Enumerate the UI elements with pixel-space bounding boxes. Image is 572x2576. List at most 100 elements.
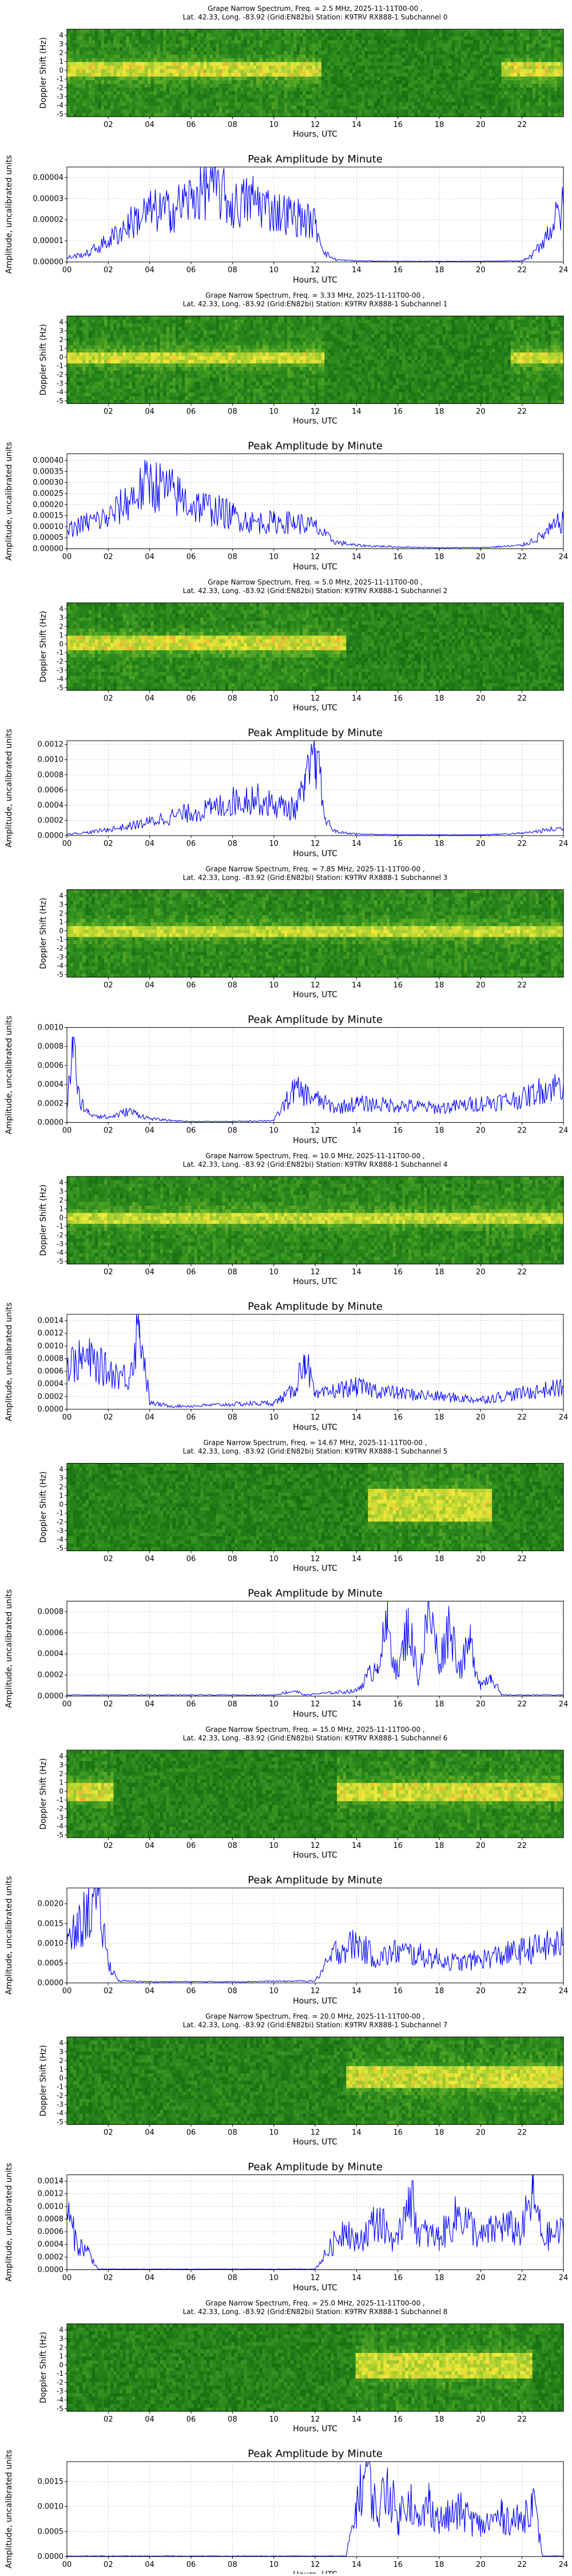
spectrum-cell <box>169 320 173 324</box>
spectrum-cell <box>92 378 95 382</box>
spectrum-cell <box>163 58 166 62</box>
spectrum-cell <box>461 29 464 33</box>
spectrum-cell <box>126 47 129 51</box>
spectrum-cell <box>390 37 393 41</box>
spectrum-cell <box>399 95 402 99</box>
spectrum-cell <box>241 40 244 44</box>
spectrum-cell <box>383 88 387 92</box>
spectrum-cell <box>253 88 257 92</box>
spectrum-cell <box>110 316 114 320</box>
spectrum-cell <box>380 55 384 59</box>
spectrum-cell <box>150 77 154 81</box>
spectrum-cell <box>275 91 278 95</box>
spectrum-cell <box>439 73 443 77</box>
spectrum-cell <box>120 58 123 62</box>
spectrum-cell <box>281 37 284 41</box>
spectrum-cell <box>474 80 477 84</box>
spectrum-cell <box>495 95 499 99</box>
spectrum-cell <box>315 80 319 84</box>
spectrum-cell <box>163 55 166 59</box>
spectrum-cell <box>554 91 558 95</box>
spectrum-cell <box>191 84 194 88</box>
spectrum-cell <box>182 55 185 59</box>
spectrum-cell <box>368 77 371 81</box>
spectrum-cell <box>483 91 486 95</box>
spectrum-cell <box>346 88 349 92</box>
spectrum-cell <box>318 98 321 102</box>
spectrum-cell <box>247 88 251 92</box>
spectrum-cell <box>545 80 548 84</box>
spectrum-cell <box>141 62 145 66</box>
spectrum-cell <box>275 62 278 66</box>
spectrum-cell <box>126 385 129 389</box>
spectrum-cell <box>337 109 340 113</box>
spectrum-cell <box>461 62 464 66</box>
spectrum-cell <box>306 44 309 48</box>
spectrum-cell <box>321 73 325 77</box>
spectrum-cell <box>470 84 474 88</box>
spectrum-cell <box>219 33 223 37</box>
spectrum-cell <box>120 352 123 356</box>
spectrum-cell <box>300 62 303 66</box>
spectrum-cell <box>321 109 325 113</box>
spectrum-cell <box>145 349 148 353</box>
spectrum-cell <box>483 40 486 44</box>
spectrum-cell <box>129 98 133 102</box>
spectrum-cell <box>80 356 83 360</box>
spectrum-cell <box>120 334 123 338</box>
spectrum-cell <box>492 84 495 88</box>
spectrum-cell <box>343 91 347 95</box>
spectrum-cell <box>104 66 108 70</box>
spectrum-cell <box>291 33 294 37</box>
spectrum-cell <box>383 102 387 106</box>
spectrum-cell <box>126 349 129 353</box>
spectrum-cell <box>110 371 114 375</box>
x-tick-label: 06 <box>186 121 196 129</box>
spectrum-cell <box>507 109 511 113</box>
spectrum-cell <box>148 29 151 33</box>
spectrum-cell <box>291 29 294 33</box>
spectrum-cell <box>387 44 390 48</box>
spectrum-cell <box>197 69 201 73</box>
spectrum-cell <box>89 51 92 55</box>
spectrum-cell <box>157 378 160 382</box>
spectrum-cell <box>138 378 142 382</box>
spectrum-cell <box>303 58 306 62</box>
spectrum-cell <box>113 320 117 324</box>
spectrum-cell <box>309 95 312 99</box>
spectrum-cell <box>182 338 185 342</box>
spectrum-cell <box>486 44 489 48</box>
spectrum-cell <box>129 95 133 99</box>
spectrum-cell <box>433 66 436 70</box>
spectrum-cell <box>89 62 92 66</box>
spectrum-cell <box>185 385 188 389</box>
spectrum-cell <box>169 66 173 70</box>
spectrum-cell <box>359 69 362 73</box>
spectrum-cell <box>507 58 511 62</box>
spectrum-cell <box>300 69 303 73</box>
spectrum-cell <box>132 95 136 99</box>
amplitude-chart-1: Peak Amplitude by Minute0.000000.000010.… <box>5 153 568 285</box>
spectrum-cell <box>225 106 229 110</box>
spectrum-cell <box>157 392 160 396</box>
spectrum-cell <box>368 47 371 51</box>
spectrum-cell <box>554 33 558 37</box>
spectrum-cell <box>418 44 421 48</box>
spectrum-cell <box>98 316 101 320</box>
spectrum-cell <box>154 47 157 51</box>
spectrum-cell <box>235 80 238 84</box>
spectrum-cell <box>502 95 505 99</box>
spectrum-cell <box>163 102 166 106</box>
spectrum-cell <box>458 109 462 113</box>
spectrum-cell <box>390 106 393 110</box>
spectrum-cell <box>117 367 120 371</box>
spectrum-cell <box>371 40 375 44</box>
spectrum-cell <box>219 109 223 113</box>
spectrum-cell <box>176 389 179 393</box>
spectrum-cell <box>446 102 449 106</box>
spectrum-cell <box>172 95 176 99</box>
spectrum-cell <box>197 29 201 33</box>
spectrum-cell <box>356 95 359 99</box>
spectrum-cell <box>318 51 321 55</box>
spectrum-cell <box>241 102 244 106</box>
